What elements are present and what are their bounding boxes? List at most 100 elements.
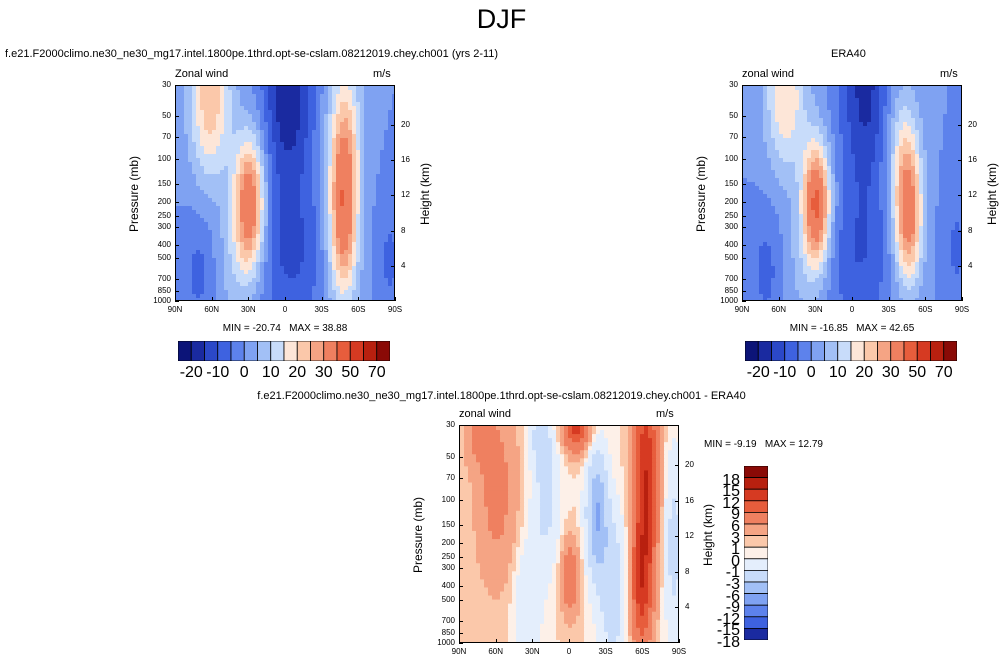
heatmap-cell: [248, 86, 253, 91]
heatmap-cell: [236, 154, 241, 159]
heatmap-cell: [392, 166, 394, 171]
heatmap-cell: [372, 134, 377, 139]
heatmap-cell: [184, 218, 189, 223]
heatmap-cell: [372, 94, 377, 99]
heatmap-cell: [759, 86, 764, 91]
heatmap-cell: [264, 270, 269, 275]
heatmap-cell: [771, 178, 776, 183]
heatmap-cell: [927, 194, 932, 199]
heatmap-cell: [348, 130, 353, 135]
heatmap-cell: [296, 122, 301, 127]
heatmap-cell: [224, 194, 229, 199]
heatmap-cell: [176, 282, 181, 287]
heatmap-cell: [823, 94, 828, 99]
heatmap-cell: [288, 242, 293, 247]
heatmap-cell: [923, 162, 928, 167]
heatmap-cell: [332, 170, 337, 175]
heatmap-cell: [248, 286, 253, 291]
heatmap-cell: [851, 218, 856, 223]
heatmap-cell: [879, 114, 884, 119]
heatmap-cell: [332, 222, 337, 227]
heatmap-cell: [332, 102, 337, 107]
heatmap-cell: [771, 170, 776, 175]
heatmap-cell: [336, 150, 341, 155]
heatmap-cell: [180, 166, 185, 171]
heatmap-cell: [803, 134, 808, 139]
heatmap-cell: [344, 138, 349, 143]
heatmap-cell: [827, 182, 832, 187]
heatmap-cell: [919, 186, 924, 191]
heatmap-cell: [755, 210, 760, 215]
heatmap-cell: [851, 110, 856, 115]
heatmap-cell: [867, 146, 872, 151]
heatmap-cell: [823, 218, 828, 223]
heatmap-cell: [316, 98, 321, 103]
figure-title: DJF: [476, 4, 527, 34]
heatmap-cell: [228, 114, 233, 119]
heatmap-cell: [883, 202, 888, 207]
heatmap-cell: [296, 94, 301, 99]
heatmap-cell: [192, 162, 197, 167]
heatmap-cell: [308, 130, 313, 135]
heatmap-cell: [204, 298, 209, 300]
heatmap-cell: [264, 222, 269, 227]
heatmap-cell: [304, 150, 309, 155]
heatmap-cell: [228, 146, 233, 151]
heatmap-cell: [220, 198, 225, 203]
heatmap-cell: [300, 122, 305, 127]
heatmap-cell: [240, 250, 245, 255]
heatmap-cell: [787, 162, 792, 167]
heatmap-cell: [360, 190, 365, 195]
heatmap-cell: [787, 86, 792, 91]
heatmap-cell: [895, 162, 900, 167]
heatmap-cell: [300, 154, 305, 159]
heatmap-cell: [755, 206, 760, 211]
heatmap-cell: [919, 206, 924, 211]
heatmap-cell: [284, 186, 289, 191]
heatmap-cell: [260, 106, 265, 111]
heatmap-cell: [340, 194, 345, 199]
heatmap-cell: [931, 114, 936, 119]
heatmap-cell: [919, 202, 924, 207]
heatmap-cell: [176, 166, 181, 171]
heatmap-cell: [364, 106, 369, 111]
heatmap-cell: [380, 290, 385, 295]
heatmap-cell: [815, 150, 820, 155]
heatmap-cell: [184, 174, 189, 179]
heatmap-cell: [332, 162, 337, 167]
heatmap-cell: [903, 190, 908, 195]
heatmap-cell: [204, 154, 209, 159]
heatmap-cell: [324, 266, 329, 271]
heatmap-cell: [276, 202, 281, 207]
heatmap-cell: [256, 118, 261, 123]
heatmap-cell: [815, 138, 820, 143]
heatmap-cell: [751, 154, 756, 159]
heatmap-cell: [855, 126, 860, 131]
heatmap-cell: [212, 94, 217, 99]
colorbar-label: 20: [288, 364, 307, 381]
heatmap-cell: [180, 298, 185, 300]
heatmap-cell: [188, 154, 193, 159]
heatmap-cell: [196, 270, 201, 275]
heatmap-cell: [899, 198, 904, 203]
heatmap-cell: [320, 270, 325, 275]
heatmap-cell: [360, 214, 365, 219]
heatmap-cell: [208, 122, 213, 127]
heatmap-cell: [344, 122, 349, 127]
heatmap-cell: [867, 178, 872, 183]
heatmap-cell: [296, 286, 301, 291]
heatmap-cell: [344, 238, 349, 243]
heatmap-cell: [204, 178, 209, 183]
heatmap-cell: [336, 238, 341, 243]
heatmap-cell: [252, 290, 257, 295]
heatmap-cell: [919, 126, 924, 131]
heatmap-cell: [184, 206, 189, 211]
heatmap-cell: [779, 106, 784, 111]
heatmap-cell: [939, 162, 944, 167]
heatmap-cell: [216, 158, 221, 163]
heatmap-cell: [324, 170, 329, 175]
heatmap-cell: [955, 154, 960, 159]
heatmap-cell: [236, 162, 241, 167]
heatmap-cell: [919, 94, 924, 99]
heatmap-cell: [871, 222, 876, 227]
